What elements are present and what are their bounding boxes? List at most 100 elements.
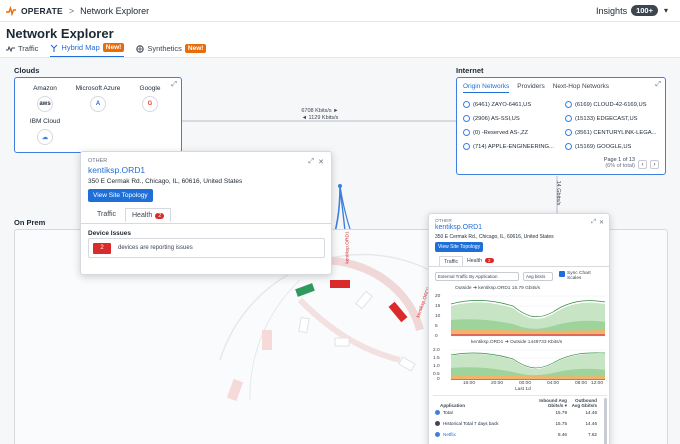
tab-providers[interactable]: Providers (517, 83, 545, 90)
table-row[interactable]: Historical Total 7 days back 15.75 14.46 (435, 421, 597, 426)
insights-button[interactable]: Insights 100+ ▾ (596, 5, 668, 16)
view-site-topology-button[interactable]: View Site Topology (435, 242, 484, 252)
tab-divider (81, 223, 331, 224)
site-popup-health[interactable]: OTHER kentiksp.ORD1 ⤢ ✕ 350 E Cermak Rd.… (80, 151, 332, 275)
legend-dot (435, 421, 440, 426)
network-label: (3561) CENTURYLINK-LEGA... (575, 129, 657, 136)
network-item[interactable]: (15133) EDGECAST,US (565, 115, 638, 122)
expand-icon[interactable]: ⤢ (171, 81, 177, 88)
y-tick: 1.0 (433, 364, 440, 369)
col-application[interactable]: Application (440, 402, 466, 408)
internet-panel[interactable]: ⤢ Origin Networks Providers Next-Hop Net… (456, 77, 666, 175)
aws-icon[interactable]: aws (37, 96, 53, 112)
close-icon[interactable]: ✕ (318, 159, 324, 166)
metric-select[interactable]: External Traffic By Application (435, 272, 519, 281)
site-popup-traffic[interactable]: OTHER kentiksp.ORD1 ⤢ ✕ 350 E Cermak Rd.… (428, 213, 610, 444)
clouds-section-label: Clouds (14, 66, 40, 75)
row-inbound: 8.46 (558, 432, 567, 437)
tab-health[interactable]: Health 2 (125, 208, 172, 222)
device-issues-title: Device Issues (88, 230, 132, 237)
top-bar: OPERATE > Network Explorer Insights 100+… (0, 0, 680, 22)
row-outbound: 7.62 (588, 432, 597, 437)
view-site-topology-button[interactable]: View Site Topology (88, 189, 153, 202)
pager-text: Page 1 of 13 (603, 157, 635, 163)
row-name: Total (443, 410, 453, 415)
tab-label: Synthetics (147, 44, 182, 53)
chevron-right-icon: > (68, 5, 75, 16)
expand-icon[interactable]: ⤢ (591, 219, 596, 225)
new-badge: New! (184, 44, 207, 53)
internet-tabs: Origin Networks Providers Next-Hop Netwo… (463, 83, 609, 93)
site-type-label: OTHER (435, 219, 452, 224)
tab-divider (429, 266, 609, 267)
network-icon (565, 115, 572, 122)
issue-count-badge: 2 (93, 243, 111, 254)
tab-origin-networks[interactable]: Origin Networks (463, 83, 510, 93)
table-row[interactable]: Netflix 8.46 7.62 (435, 432, 597, 437)
tab-traffic[interactable]: Traffic (6, 44, 38, 57)
cloud-name-ibm: IBM Cloud (29, 118, 61, 125)
tab-traffic[interactable]: Traffic (439, 256, 464, 267)
aggregation-select[interactable]: Avg bits/s (523, 272, 553, 281)
y-tick: 5 (435, 324, 438, 329)
network-item[interactable]: (6169) CLOUD-42-6169,US (565, 101, 647, 108)
tab-next-hop-networks[interactable]: Next-Hop Networks (552, 83, 610, 90)
row-name[interactable]: Netflix (443, 432, 456, 437)
insights-count-badge: 100+ (631, 5, 658, 16)
chart2-title: kentiksp.ORD1 ➜ Outside 1449733 Kbits/s (471, 340, 563, 345)
breadcrumb[interactable]: Network Explorer (80, 5, 150, 16)
table-scrollbar[interactable] (604, 398, 607, 444)
cloud-name-azure: Microsoft Azure (75, 85, 121, 92)
pager-subtext: (6% of total) (605, 163, 635, 169)
row-outbound: 14.46 (585, 410, 598, 415)
internet-section-label: Internet (456, 66, 484, 75)
chart1-title: Outside ➜ kentiksp.ORD1 15.79 Gbits/s (455, 286, 541, 291)
ibm-cloud-icon[interactable]: ☁ (37, 129, 53, 145)
tab-health[interactable]: Health 2 (467, 258, 494, 264)
azure-icon[interactable]: A (90, 96, 106, 112)
device-issue-row[interactable]: 2 devices are reporting issues (88, 238, 325, 258)
table-row[interactable]: Total 15.79 14.46 (435, 410, 597, 415)
col-inbound[interactable]: Inbound Avg Gbits/s ▾ (539, 398, 567, 408)
network-item[interactable]: (3561) CENTURYLINK-LEGA... (565, 129, 656, 136)
expand-icon[interactable]: ⤢ (308, 158, 314, 165)
network-item[interactable]: (15169) GOOGLE,US (565, 143, 631, 150)
site-address: 350 E Cermak Rd., Chicago, IL, 60616, Un… (435, 234, 554, 240)
x-tick: 16:00 (463, 381, 476, 386)
network-icon (565, 129, 572, 136)
col-outbound[interactable]: Outbound Avg Gbits/s (571, 398, 597, 408)
google-icon[interactable]: G (142, 96, 158, 112)
synthetics-icon (136, 44, 145, 53)
y-tick: 20 (435, 294, 441, 299)
x-caption: Last 1d (515, 387, 531, 392)
cloud-name-amazon: Amazon (33, 85, 57, 92)
y-tick: 0 (437, 377, 440, 382)
site-name-link[interactable]: kentiksp.ORD1 (435, 224, 483, 231)
close-icon[interactable]: ✕ (598, 220, 604, 226)
brand-label[interactable]: OPERATE (21, 5, 63, 16)
y-tick: 1.5 (433, 356, 440, 361)
insights-label: Insights (596, 5, 628, 16)
network-item[interactable]: (714) APPLE-ENGINEERING... (463, 143, 554, 150)
network-item[interactable]: (2906) AS-SSI,US (463, 115, 520, 122)
network-icon (463, 115, 470, 122)
row-name: Historical Total 7 days back (443, 421, 499, 426)
network-icon (565, 143, 572, 150)
site-name-link[interactable]: kentiksp.ORD1 (88, 165, 146, 175)
x-tick: 00:00 (519, 381, 532, 386)
legend-dot (435, 432, 440, 437)
next-page-button[interactable]: › (650, 160, 659, 169)
inbound-traffic-chart (450, 295, 606, 337)
network-item[interactable]: (6461) ZAYO-6461,US (463, 101, 531, 108)
tab-synthetics[interactable]: Synthetics New! (136, 44, 207, 57)
prev-page-button[interactable]: ‹ (638, 160, 647, 169)
network-icon (463, 101, 470, 108)
network-item[interactable]: (0) -Reserved AS-,ZZ (463, 129, 528, 136)
tab-traffic[interactable]: Traffic (97, 211, 117, 218)
issue-text: devices are reporting issues (118, 245, 193, 251)
kentik-logo-icon[interactable] (6, 5, 16, 16)
sync-checkbox[interactable] (559, 271, 565, 277)
onprem-section-label: On Prem (14, 218, 46, 227)
pagination: Page 1 of 13 (6% of total) ‹ › (604, 157, 659, 169)
expand-icon[interactable]: ⤢ (655, 81, 661, 88)
